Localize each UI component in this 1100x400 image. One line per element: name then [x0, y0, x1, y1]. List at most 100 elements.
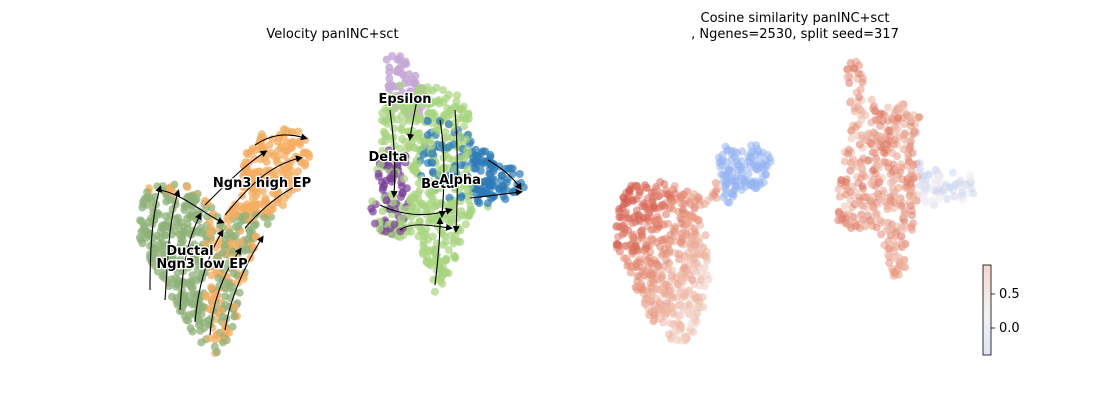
scatter-point	[437, 141, 446, 150]
scatter-point	[871, 130, 880, 139]
scatter-point	[856, 85, 865, 94]
scatter-point	[423, 117, 432, 126]
scatter-point	[878, 132, 887, 141]
scatter-point	[874, 116, 883, 125]
scatter-point	[748, 181, 757, 190]
velocity-streamline	[389, 109, 398, 198]
scatter-point	[256, 136, 265, 145]
scatter-point	[842, 178, 851, 187]
scatter-point	[625, 185, 634, 194]
scatter-point	[404, 210, 413, 219]
scatter-point	[436, 266, 445, 274]
scatter-point	[835, 192, 844, 201]
velocity-streamline	[407, 94, 419, 141]
scatter-point	[192, 308, 201, 317]
scatter-point	[193, 290, 202, 299]
scatter-point	[408, 164, 417, 173]
scatter-point	[243, 169, 252, 178]
scatter-point	[763, 151, 772, 159]
scatter-point	[747, 147, 755, 156]
scatter-point	[861, 222, 870, 231]
scatter-point	[669, 310, 678, 319]
scatter-point	[171, 274, 180, 283]
scatter-point	[846, 196, 855, 205]
scatter-point	[473, 194, 482, 203]
scatter-point	[262, 157, 271, 166]
scatter-point	[448, 201, 457, 210]
scatter-point	[416, 114, 425, 123]
scatter-point	[678, 294, 687, 303]
scatter-point	[871, 107, 880, 115]
scatter-point	[738, 169, 747, 178]
scatter-point	[464, 189, 473, 198]
scatter-point	[396, 227, 405, 236]
scatter-point	[676, 322, 685, 331]
scatter-point	[397, 62, 406, 70]
scatter-point	[236, 238, 245, 247]
scatter-point	[280, 194, 289, 203]
scatter-point	[692, 317, 701, 326]
scatter-point	[694, 263, 703, 271]
scatter-point	[627, 262, 636, 270]
scatter-point	[728, 155, 737, 164]
scatter-point	[883, 204, 892, 213]
scatter-point	[652, 225, 661, 234]
scatter-point	[671, 189, 680, 198]
scatter-point	[658, 201, 667, 210]
scatter-point	[415, 217, 424, 226]
scatter-point	[149, 251, 158, 259]
scatter-point	[280, 151, 289, 160]
scatter-point	[759, 165, 768, 174]
scatter-point	[456, 237, 465, 246]
scatter-point	[159, 257, 168, 266]
scatter-point	[457, 193, 466, 202]
scatter-point	[440, 201, 449, 210]
scatter-point	[690, 203, 699, 212]
scatter-point	[294, 167, 303, 176]
scatter-point	[867, 95, 876, 104]
scatter-point	[206, 314, 215, 323]
scatter-point	[404, 114, 413, 123]
scatter-point	[632, 182, 641, 190]
velocity-streamline	[159, 189, 225, 224]
cosine-scatter-points	[612, 57, 978, 345]
scatter-point	[445, 218, 454, 227]
velocity-streamline	[399, 223, 453, 231]
scatter-point	[844, 145, 853, 154]
scatter-point	[934, 195, 943, 204]
scatter-point	[404, 106, 413, 115]
scatter-point	[218, 223, 227, 232]
cluster-label-ngn3-low-ep: Ngn3 low EP	[156, 257, 247, 272]
scatter-point	[622, 208, 631, 217]
scatter-point	[883, 140, 892, 148]
scatter-point	[653, 263, 662, 271]
scatter-point	[905, 191, 914, 200]
scatter-point	[456, 226, 465, 235]
scatter-point	[423, 204, 432, 213]
scatter-point	[206, 226, 215, 235]
scatter-point	[271, 167, 280, 176]
scatter-point	[892, 128, 900, 137]
scatter-point	[438, 279, 447, 288]
scatter-point	[427, 215, 436, 224]
scatter-point	[891, 240, 899, 249]
scatter-point	[662, 210, 670, 219]
scatter-point	[859, 202, 868, 210]
scatter-point	[928, 196, 937, 205]
scatter-point	[176, 258, 185, 267]
scatter-point	[850, 159, 859, 168]
scatter-point	[668, 319, 677, 328]
scatter-point	[175, 244, 184, 252]
scatter-point	[872, 160, 881, 168]
scatter-point	[367, 204, 376, 213]
scatter-point	[840, 202, 849, 211]
scatter-point	[856, 105, 865, 114]
scatter-point	[212, 266, 221, 275]
scatter-point	[724, 169, 733, 178]
scatter-point	[916, 190, 925, 199]
scatter-point	[645, 311, 654, 319]
scatter-point	[376, 160, 385, 169]
scatter-point	[911, 127, 920, 136]
scatter-point	[650, 204, 659, 213]
